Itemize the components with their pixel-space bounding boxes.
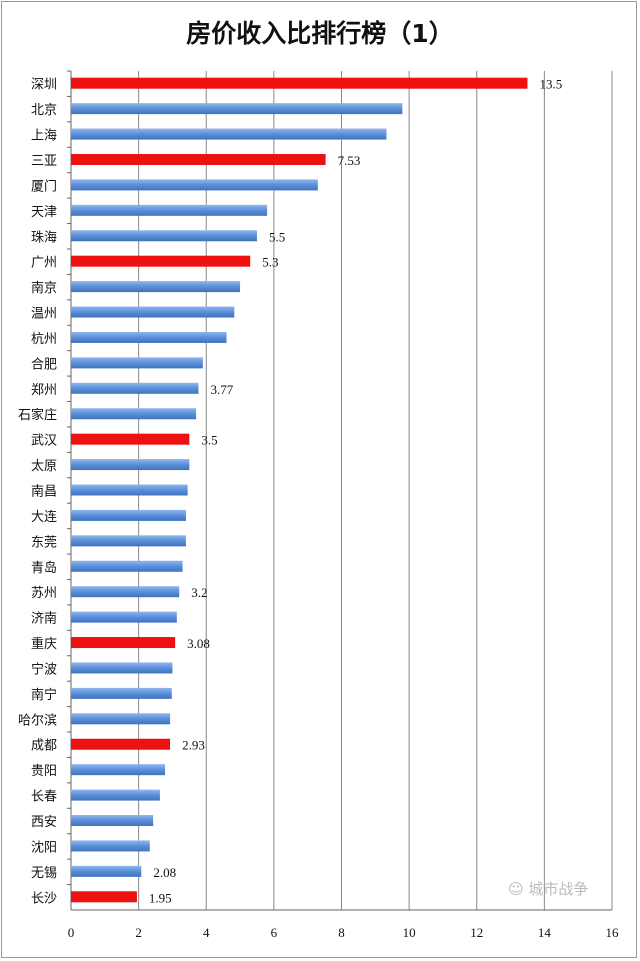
bar — [71, 382, 199, 394]
bar — [71, 509, 186, 521]
category-label: 济南 — [31, 611, 57, 627]
wechat-icon: ☺ — [508, 880, 529, 898]
bar — [71, 459, 190, 471]
bar — [71, 611, 177, 623]
bar — [71, 865, 142, 877]
data-label: 13.5 — [539, 77, 562, 92]
category-label: 沈阳 — [31, 840, 57, 855]
data-label: 7.53 — [338, 153, 361, 168]
category-label: 太原 — [31, 459, 57, 474]
bar — [71, 662, 173, 674]
data-label: 5.3 — [262, 255, 278, 270]
data-label: 3.2 — [191, 585, 207, 600]
category-label: 苏州 — [31, 585, 57, 601]
bar — [71, 128, 387, 140]
bar — [71, 179, 318, 191]
x-tick-label: 14 — [538, 925, 552, 940]
category-label: 天津 — [31, 205, 57, 220]
bar — [71, 789, 160, 801]
category-label: 上海 — [31, 129, 57, 144]
category-label: 宁波 — [31, 661, 57, 677]
category-label: 温州 — [31, 307, 57, 322]
bar — [71, 586, 180, 598]
x-tick-label: 6 — [271, 925, 278, 940]
data-label: 3.77 — [210, 382, 233, 397]
category-label: 深圳 — [31, 78, 57, 93]
category-label: 西安 — [31, 815, 57, 830]
data-label: 3.08 — [187, 636, 210, 651]
data-label: 5.5 — [269, 229, 285, 244]
category-label: 合肥 — [31, 357, 57, 372]
bar — [71, 433, 190, 445]
bar — [71, 77, 528, 89]
category-label: 北京 — [31, 103, 57, 118]
category-label: 厦门 — [31, 179, 57, 194]
category-label: 成都 — [31, 739, 57, 754]
x-tick-label: 10 — [403, 925, 416, 940]
bar — [71, 738, 171, 750]
category-label: 无锡 — [31, 866, 57, 881]
category-label: 长沙 — [31, 891, 57, 906]
category-label: 珠海 — [31, 230, 57, 245]
category-label: 三亚 — [31, 154, 57, 169]
data-label: 2.93 — [182, 738, 205, 753]
category-label: 长春 — [31, 790, 57, 805]
category-label: 南昌 — [31, 484, 57, 500]
bar — [71, 306, 235, 318]
bar — [71, 535, 186, 547]
bar — [71, 255, 251, 267]
bar — [71, 687, 172, 699]
bar — [71, 484, 188, 496]
category-label: 郑州 — [31, 383, 57, 398]
category-label: 青岛 — [31, 560, 57, 576]
bar — [71, 204, 268, 216]
bar — [71, 331, 227, 343]
category-label: 东莞 — [31, 535, 57, 550]
bar — [71, 713, 171, 725]
category-label: 杭州 — [31, 332, 57, 347]
bar — [71, 637, 176, 649]
bar — [71, 560, 183, 572]
bar — [71, 764, 165, 776]
x-tick-label: 12 — [470, 925, 483, 940]
x-tick-label: 16 — [606, 925, 620, 940]
bar — [71, 357, 203, 369]
x-tick-label: 4 — [203, 925, 210, 940]
bar — [71, 230, 257, 242]
bar — [71, 840, 150, 852]
watermark-text: 城市战争 — [528, 880, 589, 898]
category-label: 重庆 — [31, 636, 57, 652]
category-label: 石家庄 — [18, 407, 57, 423]
bar — [71, 103, 403, 115]
category-label: 哈尔滨 — [18, 712, 57, 728]
category-label: 南京 — [31, 280, 57, 296]
bar — [71, 408, 197, 420]
x-tick-label: 2 — [135, 925, 142, 940]
x-tick-label: 8 — [338, 925, 345, 940]
category-label: 南宁 — [31, 687, 57, 703]
bar — [71, 281, 241, 293]
bar — [71, 153, 326, 165]
data-label: 1.95 — [149, 890, 172, 905]
x-tick-label: 0 — [68, 925, 75, 940]
category-label: 大连 — [31, 509, 57, 525]
bar — [71, 891, 137, 903]
data-label: 3.5 — [201, 433, 217, 448]
bar — [71, 815, 154, 827]
category-label: 广州 — [31, 256, 57, 271]
category-label: 贵阳 — [31, 764, 57, 779]
data-label: 2.08 — [153, 865, 176, 880]
chart-title: 房价收入比排行榜（1） — [186, 19, 454, 48]
category-label: 武汉 — [31, 434, 57, 449]
watermark: ☺ 城市战争 — [508, 880, 588, 898]
